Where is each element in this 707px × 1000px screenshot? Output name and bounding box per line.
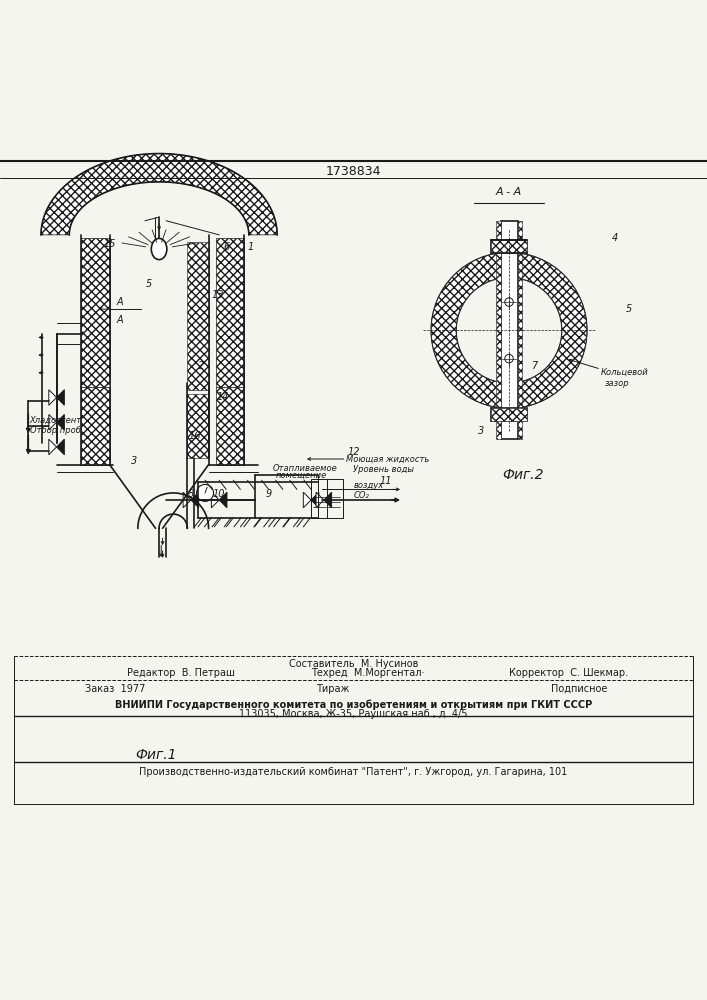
- Polygon shape: [57, 414, 64, 430]
- Bar: [518, 221, 522, 439]
- Text: Тираж: Тираж: [315, 684, 349, 694]
- Text: 8: 8: [188, 489, 194, 499]
- Text: 1738834: 1738834: [326, 165, 381, 178]
- Circle shape: [197, 484, 214, 501]
- Text: 6: 6: [223, 242, 229, 252]
- Circle shape: [506, 327, 512, 333]
- Text: ВНИИПИ Государственного комитета по изобретениям и открытиям при ГКИТ СССР: ВНИИПИ Государственного комитета по изоб…: [115, 700, 592, 710]
- Bar: [311, 479, 343, 518]
- Text: Моющая жидкость: Моющая жидкость: [346, 454, 430, 463]
- Polygon shape: [311, 492, 319, 508]
- Text: Отапливаемое: Отапливаемое: [272, 464, 337, 473]
- Text: Составитель  М. Нусинов: Составитель М. Нусинов: [289, 659, 418, 669]
- Polygon shape: [303, 492, 311, 508]
- Text: Фиг.1: Фиг.1: [135, 748, 176, 762]
- Text: Редактор  В. Петраш: Редактор В. Петраш: [127, 668, 235, 678]
- Text: 3: 3: [478, 426, 484, 436]
- Bar: [491, 240, 527, 253]
- Bar: [187, 242, 209, 390]
- Text: Отбор проб: Отбор проб: [30, 426, 81, 435]
- Bar: [187, 394, 209, 458]
- Text: Кольцевой: Кольцевой: [601, 368, 649, 377]
- Text: 113035, Москва, Ж-35, Раушская наб., д. 4/5: 113035, Москва, Ж-35, Раушская наб., д. …: [239, 709, 468, 719]
- Text: воздух: воздух: [354, 481, 384, 490]
- Text: CO₂: CO₂: [354, 491, 369, 500]
- Polygon shape: [41, 154, 277, 235]
- Polygon shape: [211, 492, 219, 508]
- Polygon shape: [57, 390, 64, 405]
- Wedge shape: [431, 253, 587, 408]
- Text: 7: 7: [531, 361, 537, 371]
- Text: А - А: А - А: [496, 187, 522, 197]
- Text: помещение: помещение: [276, 471, 327, 480]
- Text: 9: 9: [266, 489, 271, 499]
- Bar: [491, 240, 527, 253]
- Text: 10: 10: [213, 489, 226, 499]
- Polygon shape: [49, 414, 57, 430]
- Text: 14: 14: [216, 392, 229, 402]
- Polygon shape: [316, 492, 324, 508]
- Text: зазор: зазор: [604, 379, 629, 388]
- Text: Техред  М.Моргентал·: Техред М.Моргентал·: [311, 668, 425, 678]
- Circle shape: [498, 320, 520, 341]
- Polygon shape: [324, 492, 332, 508]
- Text: 12: 12: [347, 447, 360, 457]
- Text: 13: 13: [211, 290, 224, 300]
- Polygon shape: [57, 439, 64, 455]
- Polygon shape: [49, 439, 57, 455]
- Text: 1: 1: [248, 242, 254, 252]
- Bar: [216, 387, 244, 465]
- Text: Подписное: Подписное: [551, 684, 608, 694]
- Text: 5: 5: [626, 304, 632, 314]
- Text: Хладоагент: Хладоагент: [30, 416, 82, 425]
- Bar: [81, 387, 110, 465]
- Polygon shape: [49, 390, 57, 405]
- Polygon shape: [219, 492, 227, 508]
- Text: 3: 3: [132, 456, 137, 466]
- Text: Производственно-издательский комбинат "Патент", г. Ужгород, ул. Гагарина, 101: Производственно-издательский комбинат "П…: [139, 767, 568, 777]
- Text: 2: 2: [199, 361, 204, 371]
- Bar: [81, 238, 110, 387]
- Bar: [216, 238, 244, 387]
- Text: 16: 16: [188, 431, 201, 441]
- Ellipse shape: [151, 238, 167, 260]
- Polygon shape: [183, 492, 191, 508]
- Text: 4: 4: [612, 233, 618, 243]
- Text: А: А: [117, 297, 124, 307]
- Bar: [496, 221, 501, 439]
- Text: 5: 5: [146, 279, 151, 289]
- Text: Фиг.2: Фиг.2: [503, 468, 544, 482]
- Bar: [491, 408, 527, 421]
- Text: Заказ  1977: Заказ 1977: [85, 684, 145, 694]
- Text: 11: 11: [379, 476, 392, 486]
- Text: 15: 15: [103, 239, 116, 249]
- Bar: [501, 221, 518, 439]
- Text: Уровень воды: Уровень воды: [354, 465, 414, 474]
- Text: Корректор  С. Шекмар.: Корректор С. Шекмар.: [509, 668, 628, 678]
- Text: А: А: [117, 315, 124, 325]
- Bar: [491, 408, 527, 421]
- Polygon shape: [191, 492, 199, 508]
